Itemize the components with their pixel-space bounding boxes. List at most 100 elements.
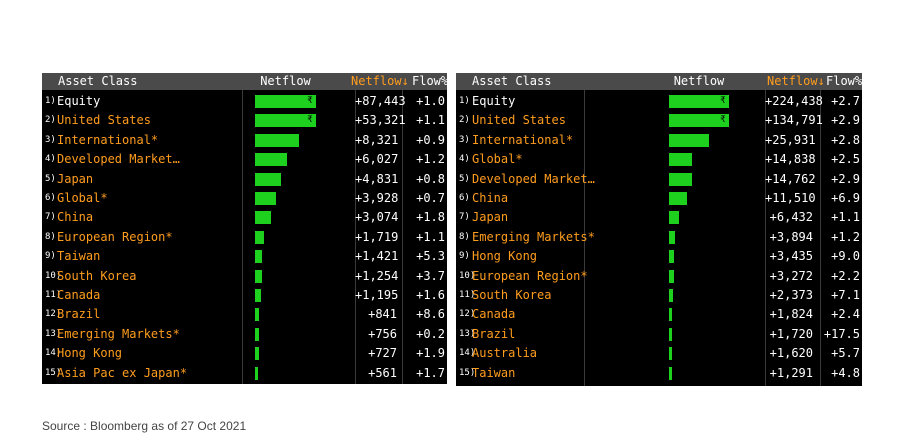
row-rank: 7) xyxy=(45,212,56,223)
column-divider xyxy=(355,90,356,384)
table-row[interactable]: 4) Developed Market… +6,027 +1.2 xyxy=(42,150,447,169)
table-row[interactable]: 11) South Korea +2,373 +7.1 xyxy=(456,286,862,305)
column-divider xyxy=(402,90,403,384)
flow-pct-value: +1.9 xyxy=(416,346,445,361)
table-row[interactable]: 15) Asia Pac ex Japan* +561 +1.7 xyxy=(42,364,447,383)
column-divider xyxy=(584,90,585,386)
table-row[interactable]: 2) United States ₹ +53,321 +1.1 xyxy=(42,111,447,130)
table-row[interactable]: 6) Global* +3,928 +0.7 xyxy=(42,189,447,208)
asset-class-name[interactable]: Equity xyxy=(57,94,101,108)
asset-class-name[interactable]: South Korea xyxy=(57,268,137,283)
netflow-bar xyxy=(255,289,261,302)
table-row[interactable]: 9) Hong Kong +3,435 +9.0 xyxy=(456,247,862,266)
netflow-bar-header[interactable]: Netflow xyxy=(260,74,311,88)
table-row[interactable]: 14) Hong Kong +727 +1.9 xyxy=(42,344,447,363)
asset-class-name[interactable]: Taiwan xyxy=(57,249,101,264)
table-row[interactable]: 11) Canada +1,195 +1.6 xyxy=(42,286,447,305)
netflow-bar xyxy=(255,327,259,341)
asset-class-name[interactable]: China xyxy=(472,191,509,205)
netflow-bar-header[interactable]: Netflow xyxy=(673,74,725,88)
asset-class-name[interactable]: Developed Market… xyxy=(57,152,180,167)
flow-pct-header[interactable]: Flow% xyxy=(826,74,863,88)
flow-pct-value: +4.8 xyxy=(831,365,860,380)
table-row[interactable]: 2) United States ₹ +134,791 +2.9 xyxy=(456,111,862,130)
netflow-bar xyxy=(255,347,259,361)
row-rank: 13) xyxy=(45,328,62,339)
netflow-sorted-header[interactable]: Netflow↓ xyxy=(351,74,409,88)
asset-class-name[interactable]: Canada xyxy=(57,288,101,302)
asset-class-name[interactable]: United States xyxy=(57,113,151,128)
flow-pct-header[interactable]: Flow% xyxy=(412,74,449,88)
row-rank: 12) xyxy=(45,309,62,320)
table-row[interactable]: 5) Japan +4,831 +0.8 xyxy=(42,170,447,189)
table-row[interactable]: 5) Developed Market… +14,762 +2.9 xyxy=(456,170,862,189)
table-row[interactable]: 9) Taiwan +1,421 +5.3 xyxy=(42,247,447,266)
netflow-value: +1,254 xyxy=(355,268,399,283)
asset-class-name[interactable]: International* xyxy=(57,132,159,147)
table-row[interactable]: 15) Taiwan +1,291 +4.8 xyxy=(456,364,862,383)
table-row[interactable]: 10) South Korea +1,254 +3.7 xyxy=(42,267,447,286)
asset-class-name[interactable]: Global* xyxy=(472,152,523,167)
netflow-bar xyxy=(255,250,262,264)
asset-class-name[interactable]: European Region* xyxy=(57,229,173,244)
row-rank: 12) xyxy=(459,309,476,320)
asset-class-header[interactable]: Asset Class xyxy=(472,74,552,88)
flow-pct-value: +7.1 xyxy=(831,288,860,302)
table-row[interactable]: 3) International* +8,321 +0.9 xyxy=(42,131,447,150)
asset-class-name[interactable]: Hong Kong xyxy=(57,346,123,361)
netflow-value: +14,762 xyxy=(765,171,816,186)
table-row[interactable]: 13) Brazil +1,720 +17.5 xyxy=(456,325,862,344)
row-rank: 13) xyxy=(459,328,476,339)
asset-class-name[interactable]: Emerging Markets* xyxy=(472,229,595,244)
asset-class-name[interactable]: United States xyxy=(472,113,566,128)
table-row[interactable]: 14) Australia +1,620 +5.7 xyxy=(456,344,862,363)
netflow-bar xyxy=(255,308,259,322)
flow-pct-value: +2.9 xyxy=(831,171,860,186)
asset-class-name[interactable]: Japan xyxy=(57,171,94,186)
flow-pct-value: +0.9 xyxy=(416,132,445,147)
table-row[interactable]: 7) China +3,074 +1.8 xyxy=(42,208,447,227)
row-rank: 8) xyxy=(45,231,56,242)
table-row[interactable]: 6) China +11,510 +6.9 xyxy=(456,189,862,208)
flow-pct-value: +2.7 xyxy=(831,94,860,108)
table-row[interactable]: 8) European Region* +1,719 +1.1 xyxy=(42,228,447,247)
netflow-bar xyxy=(669,172,692,186)
asset-class-header[interactable]: Asset Class xyxy=(58,74,138,88)
asset-class-name[interactable]: Australia xyxy=(472,346,538,361)
table-row[interactable]: 12) Brazil +841 +8.6 xyxy=(42,305,447,324)
asset-class-name[interactable]: Brazil xyxy=(57,307,101,322)
asset-class-name[interactable]: South Korea xyxy=(472,288,552,302)
netflow-bar xyxy=(669,250,674,264)
asset-class-name[interactable]: Global* xyxy=(57,191,108,205)
table-row[interactable]: 1) Equity ₹ +87,443 +1.0 xyxy=(42,92,447,111)
asset-class-name[interactable]: Hong Kong xyxy=(472,249,538,264)
table-row[interactable]: 10) European Region* +3,272 +2.2 xyxy=(456,267,862,286)
asset-class-name[interactable]: Emerging Markets* xyxy=(57,326,180,341)
table-row[interactable]: 12) Canada +1,824 +2.4 xyxy=(456,305,862,324)
asset-class-name[interactable]: China xyxy=(57,210,94,225)
netflow-bar xyxy=(669,289,673,302)
asset-class-name[interactable]: Equity xyxy=(472,94,516,108)
netflow-sorted-header[interactable]: Netflow↓ xyxy=(767,74,825,88)
flow-pct-value: +1.2 xyxy=(831,229,860,244)
overflow-marker: ₹ xyxy=(307,96,313,106)
asset-class-name[interactable]: International* xyxy=(472,132,574,147)
asset-class-name[interactable]: Asia Pac ex Japan* xyxy=(57,365,188,380)
asset-class-name[interactable]: Taiwan xyxy=(472,365,516,380)
flow-pct-value: +5.3 xyxy=(416,249,445,264)
table-row[interactable]: 3) International* +25,931 +2.8 xyxy=(456,131,862,150)
row-rank: 15) xyxy=(459,367,476,378)
table-row[interactable]: 8) Emerging Markets* +3,894 +1.2 xyxy=(456,228,862,247)
asset-class-name[interactable]: European Region* xyxy=(472,268,588,283)
table-row[interactable]: 4) Global* +14,838 +2.5 xyxy=(456,150,862,169)
table-row[interactable]: 7) Japan +6,432 +1.1 xyxy=(456,208,862,227)
flow-pct-value: +1.6 xyxy=(416,288,445,302)
table-row[interactable]: 1) Equity ₹ +224,438 +2.7 xyxy=(456,92,862,111)
asset-class-name[interactable]: Brazil xyxy=(472,326,516,341)
asset-class-name[interactable]: Developed Market… xyxy=(472,171,595,186)
netflow-value: +134,791 xyxy=(765,113,823,128)
table-row[interactable]: 13) Emerging Markets* +756 +0.2 xyxy=(42,325,447,344)
asset-class-name[interactable]: Japan xyxy=(472,210,509,225)
asset-class-name[interactable]: Canada xyxy=(472,307,516,322)
column-divider xyxy=(242,90,243,384)
